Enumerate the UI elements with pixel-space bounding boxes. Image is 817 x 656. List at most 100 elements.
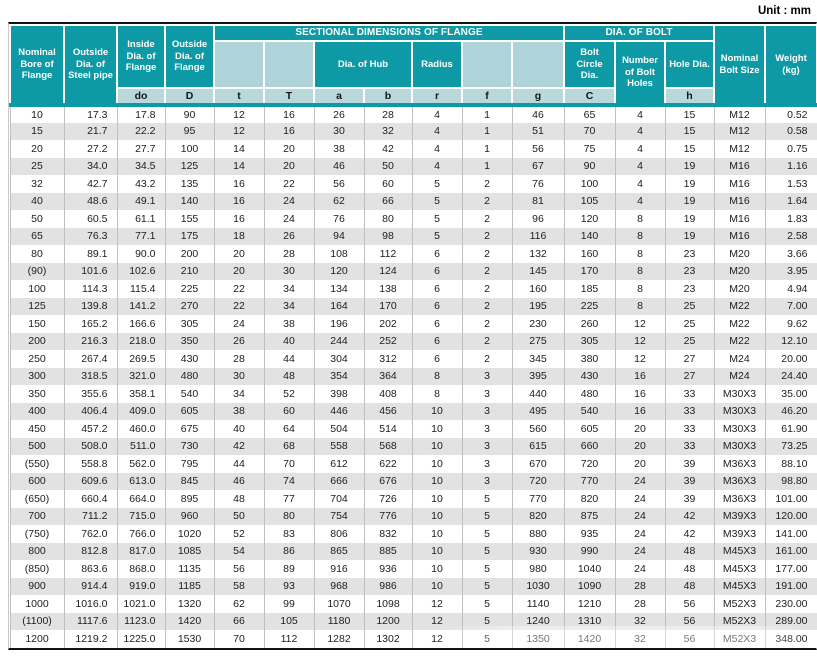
cell-C: 140: [563, 227, 616, 245]
cell-bolt-size: M36X3: [713, 490, 766, 508]
cell-nominal-bore: 50: [9, 210, 65, 228]
cell-D: 430: [164, 350, 215, 368]
cell-D: 305: [164, 315, 215, 333]
cell-do: 43.2: [116, 175, 166, 193]
cell-C: 875: [563, 507, 616, 525]
table-row: 125 139.8 141.2 270 22 34 164 170 6 2 195 225 8 25 M22…: [9, 297, 817, 315]
cell-T: 16: [263, 105, 315, 123]
cell-bolt-size: M22: [713, 332, 766, 350]
cell-b: 726: [363, 490, 413, 508]
cell-pipe-od: 89.1: [63, 245, 118, 263]
cell-weight: 3.95: [764, 262, 817, 280]
cell-r: 4: [411, 122, 463, 140]
cell-bolt-size: M20: [713, 245, 766, 263]
cell-bolt-holes: 24: [614, 490, 666, 508]
table-row: 600 609.6 613.0 845 46 74 666 676 10 3 720 770 24 39 M…: [9, 472, 817, 490]
cell-C: 160: [563, 245, 616, 263]
cell-h: 19: [664, 192, 715, 210]
cell-C: 75: [563, 140, 616, 158]
cell-f: 3: [461, 420, 513, 438]
cell-a: 446: [313, 402, 365, 420]
cell-t: 40: [213, 420, 265, 438]
cell-r: 5: [411, 227, 463, 245]
cell-bolt-size: M20: [713, 262, 766, 280]
cell-T: 83: [263, 525, 315, 543]
cell-g: 51: [511, 122, 565, 140]
cell-a: 865: [313, 542, 365, 560]
cell-C: 1420: [563, 630, 616, 648]
cell-h: 25: [664, 332, 715, 350]
cell-g: 345: [511, 350, 565, 368]
header-sub-T: T: [263, 87, 315, 107]
cell-nominal-bore: 65: [9, 227, 65, 245]
cell-do: 613.0: [116, 472, 166, 490]
cell-C: 305: [563, 332, 616, 350]
cell-r: 4: [411, 140, 463, 158]
cell-T: 20: [263, 140, 315, 158]
cell-T: 64: [263, 420, 315, 438]
cell-h: 19: [664, 210, 715, 228]
cell-pipe-od: 863.6: [63, 560, 118, 578]
cell-do: 664.0: [116, 490, 166, 508]
cell-do: 49.1: [116, 192, 166, 210]
cell-do: 90.0: [116, 245, 166, 263]
cell-a: 612: [313, 455, 365, 473]
cell-nominal-bore: (90): [9, 262, 65, 280]
cell-g: 560: [511, 420, 565, 438]
cell-g: 880: [511, 525, 565, 543]
cell-g: 1030: [511, 577, 565, 595]
table-row: 65 76.3 77.1 175 18 26 94 98 5 2 116 140 8 19 M16 2.58: [9, 227, 817, 245]
cell-nominal-bore: (650): [9, 490, 65, 508]
cell-D: 675: [164, 420, 215, 438]
cell-weight: 1.83: [764, 210, 817, 228]
cell-T: 30: [263, 262, 315, 280]
header-weight: Weight (kg): [764, 24, 817, 107]
cell-g: 820: [511, 507, 565, 525]
cell-f: 3: [461, 437, 513, 455]
cell-a: 806: [313, 525, 365, 543]
cell-g: 145: [511, 262, 565, 280]
cell-b: 832: [363, 525, 413, 543]
cell-nominal-bore: 15: [9, 122, 65, 140]
cell-f: 5: [461, 490, 513, 508]
cell-bolt-size: M45X3: [713, 560, 766, 578]
cell-g: 1140: [511, 595, 565, 613]
cell-D: 350: [164, 332, 215, 350]
cell-bolt-holes: 12: [614, 332, 666, 350]
cell-h: 23: [664, 262, 715, 280]
cell-C: 225: [563, 297, 616, 315]
cell-T: 99: [263, 595, 315, 613]
cell-bolt-holes: 20: [614, 437, 666, 455]
flange-dimension-table: Nominal Bore of Flange Outside Dia. of S…: [9, 24, 817, 648]
cell-D: 225: [164, 280, 215, 298]
cell-T: 74: [263, 472, 315, 490]
cell-C: 605: [563, 420, 616, 438]
cell-T: 48: [263, 367, 315, 385]
cell-b: 364: [363, 367, 413, 385]
cell-do: 27.7: [116, 140, 166, 158]
cell-f: 5: [461, 525, 513, 543]
cell-r: 5: [411, 175, 463, 193]
table-row: 32 42.7 43.2 135 16 22 56 60 5 2 76 100 4 19 M16 1.53: [9, 175, 817, 193]
table-row: 900 914.4 919.0 1185 58 93 968 986 10 5 1030 1090 28…: [9, 577, 817, 595]
cell-pipe-od: 1016.0: [63, 595, 118, 613]
cell-D: 1530: [164, 630, 215, 648]
cell-r: 4: [411, 157, 463, 175]
cell-a: 1282: [313, 630, 365, 648]
cell-do: 511.0: [116, 437, 166, 455]
cell-do: 22.2: [116, 122, 166, 140]
cell-weight: 2.58: [764, 227, 817, 245]
cell-C: 1210: [563, 595, 616, 613]
cell-t: 58: [213, 577, 265, 595]
cell-weight: 46.20: [764, 402, 817, 420]
cell-h: 15: [664, 105, 715, 123]
cell-b: 28: [363, 105, 413, 123]
cell-weight: 3.66: [764, 245, 817, 263]
cell-a: 1070: [313, 595, 365, 613]
flange-dimension-table-wrapper: Nominal Bore of Flange Outside Dia. of S…: [8, 22, 817, 650]
cell-do: 358.1: [116, 385, 166, 403]
cell-bolt-holes: 12: [614, 350, 666, 368]
cell-a: 196: [313, 315, 365, 333]
cell-nominal-bore: 400: [9, 402, 65, 420]
cell-T: 70: [263, 455, 315, 473]
